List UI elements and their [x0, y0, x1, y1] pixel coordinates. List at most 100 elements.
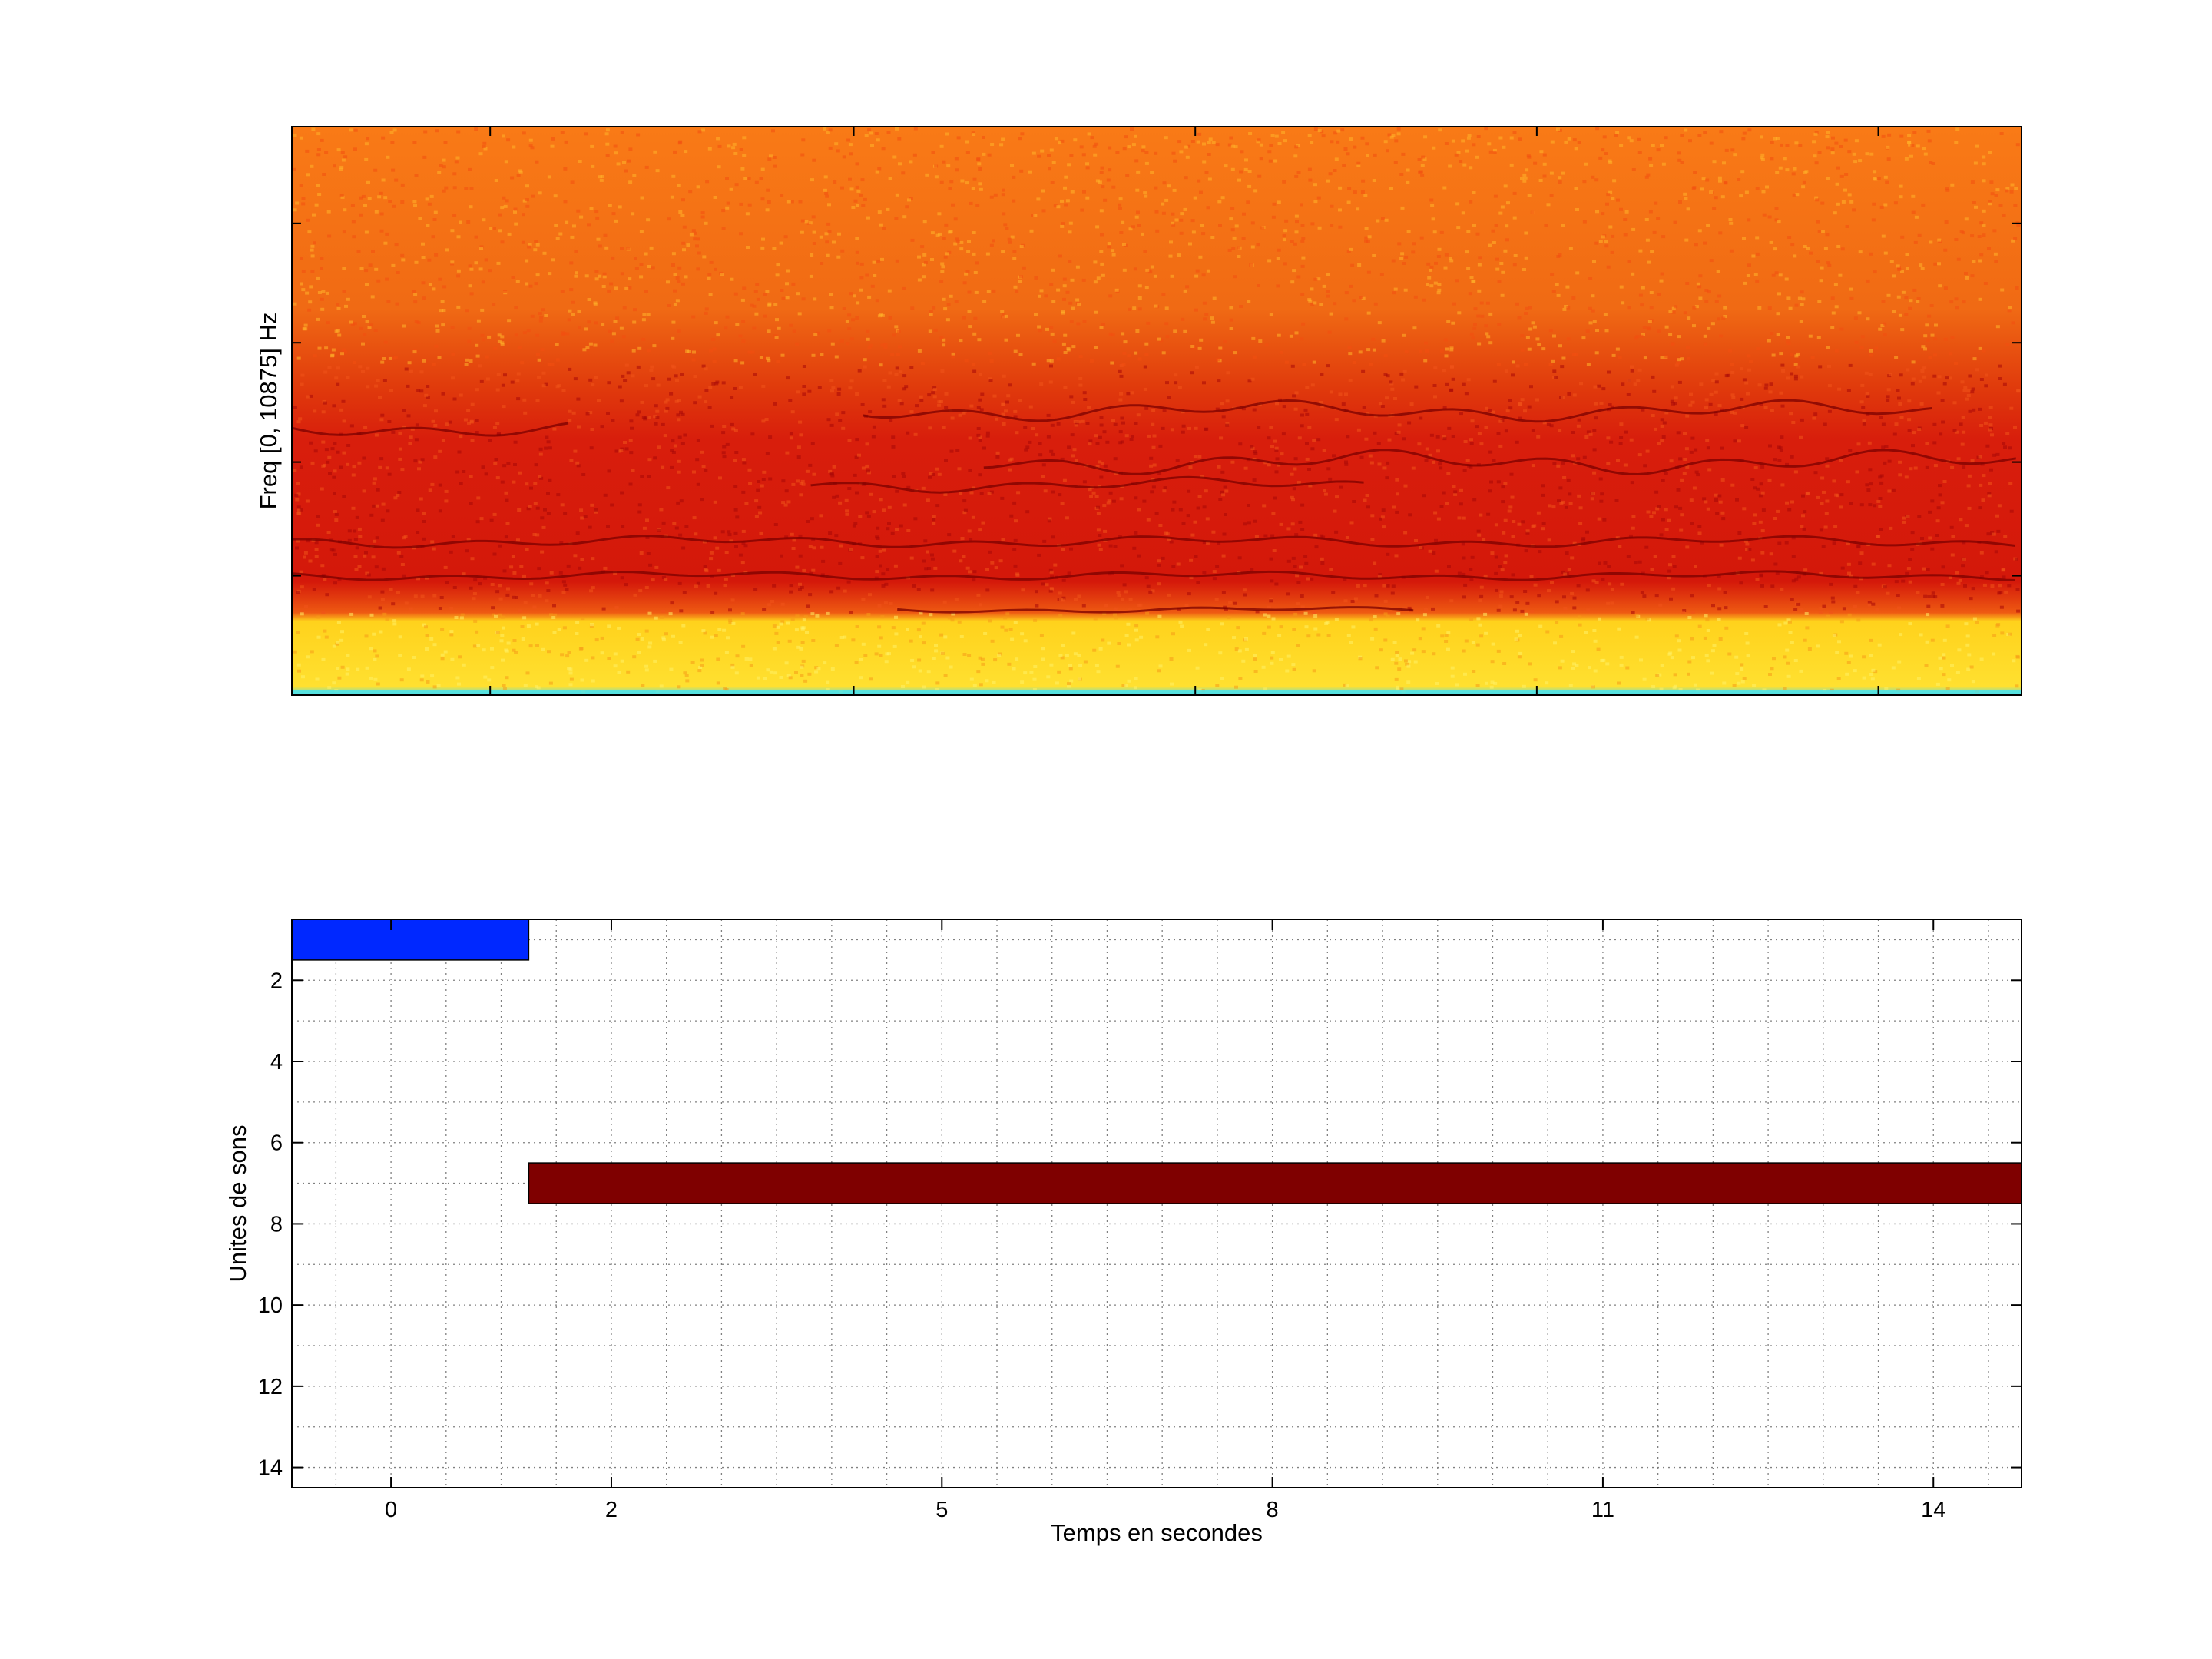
spectrogram-speckle [565, 588, 569, 591]
spectrogram-speckle [1524, 256, 1528, 260]
spectrogram-speckle [1417, 442, 1422, 446]
spectrogram-speckle [1313, 627, 1318, 631]
spectrogram-speckle [1642, 594, 1647, 598]
spectrogram-speckle [1926, 568, 1930, 571]
spectrogram-speckle [631, 469, 635, 472]
spectrogram-speckle [1619, 663, 1624, 667]
spectrogram-speckle [1274, 470, 1279, 474]
spectrogram-speckle [808, 593, 813, 597]
spectrogram-speckle [1858, 250, 1863, 254]
spectrogram-speckle [341, 399, 346, 403]
spectrogram-speckle [1279, 350, 1283, 354]
spectrogram-speckle [1898, 460, 1902, 464]
spectrogram-speckle [522, 616, 527, 620]
spectrogram-speckle [526, 624, 531, 628]
spectrogram-speckle [1048, 380, 1053, 384]
spectrogram-speckle [1714, 380, 1719, 384]
spectrogram-speckle [1623, 233, 1628, 237]
spectrogram-speckle [789, 323, 793, 327]
spectrogram-speckle [1664, 411, 1669, 415]
spectrogram-speckle [1804, 170, 1809, 174]
spectrogram-speckle [1316, 196, 1321, 200]
spectrogram-speckle [641, 416, 646, 419]
spectrogram-speckle [1313, 183, 1317, 187]
spectrogram-speckle [1451, 435, 1455, 438]
spectrogram-speckle [1717, 494, 1722, 498]
spectrogram-speckle [1550, 581, 1554, 584]
spectrogram-speckle [1896, 264, 1900, 268]
spectrogram-speckle [1231, 247, 1236, 250]
spectrogram-speckle [1080, 208, 1084, 212]
spectrogram-speckle [316, 132, 321, 136]
spectrogram-speckle [1472, 498, 1477, 502]
spectrogram-speckle [527, 245, 531, 249]
spectrogram-speckle [1306, 634, 1311, 638]
spectrogram-speckle [1406, 180, 1410, 184]
spectrogram-speckle [700, 450, 704, 454]
spectrogram-speckle [1469, 438, 1473, 442]
spectrogram-speckle [1594, 178, 1599, 182]
spectrogram-speckle [1194, 426, 1198, 430]
spectrogram-speckle [392, 622, 397, 626]
spectrogram-speckle [1225, 422, 1230, 426]
spectrogram-speckle [1406, 680, 1411, 684]
spectrogram-speckle [2000, 631, 2005, 635]
spectrogram-speckle [1831, 311, 1836, 315]
spectrogram-speckle [798, 420, 803, 424]
spectrogram-speckle [1215, 407, 1220, 411]
spectrogram-speckle [1239, 305, 1243, 308]
spectrogram-speckle [1689, 450, 1694, 454]
spectrogram-speckle [1763, 605, 1768, 608]
spectrogram-speckle [807, 389, 812, 393]
spectrogram-speckle [965, 181, 969, 185]
spectrogram-speckle [1849, 287, 1853, 291]
spectrogram-speckle [1853, 316, 1858, 320]
spectrogram-speckle [939, 280, 944, 283]
spectrogram-speckle [450, 260, 455, 264]
spectrogram-speckle [773, 402, 777, 406]
spectrogram-speckle [1631, 168, 1636, 171]
spectrogram-speckle [1281, 131, 1286, 134]
spectrogram-speckle [1419, 416, 1423, 420]
spectrogram-speckle [422, 520, 426, 523]
spectrogram-speckle [811, 538, 816, 541]
spectrogram-speckle [1420, 173, 1425, 177]
spectrogram-speckle [1750, 558, 1755, 562]
spectrogram-speckle [707, 276, 711, 280]
spectrogram-speckle [1894, 356, 1899, 359]
spectrogram-speckle [1691, 187, 1696, 190]
spectrogram-speckle [1224, 164, 1228, 168]
spectrogram-speckle [619, 449, 624, 452]
spectrogram-speckle [637, 633, 641, 636]
spectrogram-speckle [1846, 542, 1850, 546]
spectrogram-speckle [668, 612, 673, 616]
spectrogram-speckle [1114, 472, 1118, 475]
spectrogram-speckle [1518, 651, 1523, 655]
spectrogram-speckle [1775, 171, 1780, 174]
spectrogram-speckle [434, 409, 438, 413]
spectrogram-speckle [333, 442, 337, 445]
spectrogram-speckle [1439, 349, 1444, 353]
spectrogram-speckle [769, 670, 773, 674]
spectrogram-speckle [1346, 200, 1351, 204]
spectrogram-speckle [1498, 594, 1503, 598]
spectrogram-speckle [848, 143, 853, 147]
spectrogram-speckle [1058, 614, 1063, 618]
spectrogram-speckle [2007, 309, 2012, 313]
spectrogram-speckle [1444, 142, 1449, 145]
spectrogram-speckle [1076, 322, 1081, 326]
spectrogram-speckle [1257, 426, 1261, 429]
spectrogram-speckle [1485, 406, 1489, 410]
spectrogram-speckle [1122, 268, 1127, 272]
spectrogram-speckle [632, 320, 637, 324]
spectrogram-speckle [1247, 379, 1252, 383]
spectrogram-speckle [1698, 296, 1703, 300]
spectrogram-speckle [562, 626, 567, 630]
spectrogram-speckle [1349, 521, 1354, 525]
spectrogram-speckle [905, 205, 909, 209]
spectrogram-speckle [1779, 352, 1783, 356]
spectrogram-speckle [412, 141, 417, 144]
spectrogram-speckle [1377, 321, 1382, 325]
spectrogram-speckle [1099, 423, 1104, 427]
spectrogram-speckle [1294, 174, 1299, 178]
